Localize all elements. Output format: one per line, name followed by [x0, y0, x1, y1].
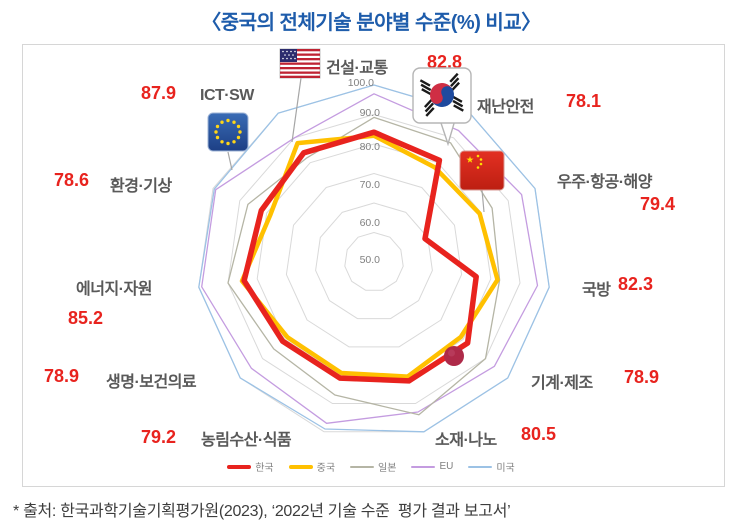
legend-swatch [288, 464, 313, 469]
category-label-4: 기계·제조 [531, 375, 593, 392]
value-label-4: 78.9 [624, 367, 660, 387]
category-label-10: ICT·SW [200, 87, 254, 104]
jp-flag-icon [444, 346, 464, 366]
cn-flag-icon [459, 150, 505, 213]
source-note: * 출처: 한국과학기술기획평가원(2023), ‘2022년 기술 수준 평가… [13, 503, 511, 520]
value-label-1: 78.1 [566, 91, 602, 111]
value-label-6: 79.2 [141, 427, 177, 447]
value-label-7: 78.9 [44, 366, 80, 386]
series-polygon-eu [201, 93, 539, 424]
category-label-8: 에너지·자원 [76, 281, 152, 298]
legend-swatch [227, 464, 252, 469]
kr-flag-icon [412, 67, 472, 146]
value-label-8: 85.2 [68, 308, 104, 328]
chart-legend: 한국 중국 일본 EU 미국 [0, 459, 742, 474]
legend-item-미국: 미국 [468, 459, 515, 474]
legend-label: 일본 [378, 463, 397, 474]
series-polygon-usa [198, 84, 550, 433]
category-label-3: 국방 [582, 282, 611, 299]
series-polygon-china [239, 133, 500, 379]
value-label-5: 80.5 [521, 424, 557, 444]
page-title: 〈중국의 전체기술 분야별 수준(%) 비교〉 [201, 12, 541, 34]
category-label-6: 농림수산·식품 [201, 432, 292, 449]
category-label-7: 생명·보건의료 [106, 374, 197, 391]
value-label-0: 82.8 [427, 52, 463, 72]
radial-tick-label-0: 100.0 [347, 77, 374, 89]
value-label-2: 79.4 [640, 194, 676, 214]
value-label-10: 87.9 [141, 83, 177, 103]
category-label-9: 환경·기상 [110, 178, 172, 195]
eu-flag-icon [207, 112, 249, 171]
legend-label: 미국 [496, 463, 515, 474]
ring-gridline [285, 173, 463, 348]
series-polygon-korea [241, 129, 479, 384]
value-label-3: 82.3 [618, 274, 654, 294]
legend-item-EU: EU [411, 461, 453, 472]
series-polygon-japan [227, 116, 501, 416]
legend-label: 한국 [255, 463, 274, 474]
value-label-9: 78.6 [54, 170, 90, 190]
legend-swatch [411, 465, 436, 468]
legend-item-중국: 중국 [288, 459, 336, 474]
category-label-1: 재난안전 [477, 99, 534, 116]
category-label-0: 건설·교통 [326, 60, 388, 77]
legend-item-한국: 한국 [227, 459, 274, 474]
legend-swatch [468, 465, 493, 468]
radial-tick-label-4: 60.0 [359, 217, 380, 229]
radial-tick-label-3: 70.0 [359, 179, 380, 191]
category-label-2: 우주·항공·해양 [557, 174, 652, 191]
category-label-5: 소재·나노 [435, 432, 497, 449]
legend-label: 중국 [316, 463, 336, 474]
legend-swatch [350, 465, 375, 468]
legend-label: EU [439, 461, 454, 472]
ring-gridline [344, 232, 404, 291]
radial-tick-label-2: 80.0 [359, 141, 380, 153]
radial-tick-label-1: 90.0 [359, 107, 380, 119]
radar-chart [198, 84, 550, 433]
us-flag-icon [279, 48, 321, 143]
legend-item-일본: 일본 [350, 459, 396, 474]
radial-tick-label-5: 50.0 [359, 254, 380, 266]
